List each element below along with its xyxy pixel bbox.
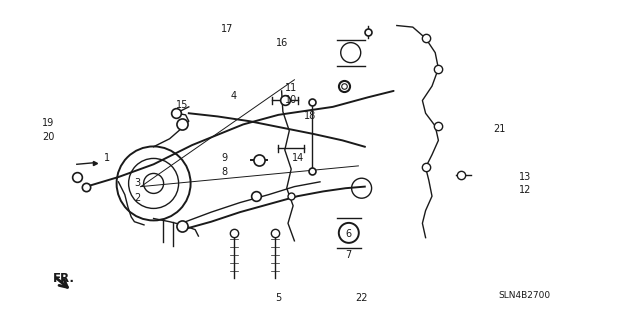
Text: 5: 5 — [275, 293, 282, 303]
Text: 21: 21 — [493, 124, 506, 134]
Text: 20: 20 — [42, 132, 54, 142]
Text: 3: 3 — [134, 178, 141, 189]
Text: 14: 14 — [291, 153, 304, 163]
Text: 19: 19 — [42, 118, 54, 128]
Text: 13: 13 — [518, 172, 531, 182]
Text: 1: 1 — [104, 153, 110, 163]
Text: 8: 8 — [221, 167, 227, 177]
Text: 12: 12 — [518, 185, 531, 195]
Text: 16: 16 — [275, 38, 288, 48]
Text: 2: 2 — [134, 193, 141, 203]
Text: SLN4B2700: SLN4B2700 — [499, 291, 551, 300]
Text: 4: 4 — [230, 91, 237, 101]
Text: FR.: FR. — [53, 271, 75, 285]
Text: 18: 18 — [304, 111, 317, 122]
Text: 15: 15 — [176, 100, 189, 110]
Text: 9: 9 — [221, 153, 227, 163]
Text: 11: 11 — [285, 83, 298, 93]
Text: 6: 6 — [346, 229, 352, 240]
Text: 17: 17 — [221, 24, 234, 34]
Text: 7: 7 — [346, 250, 352, 260]
Text: 22: 22 — [355, 293, 368, 303]
Text: 10: 10 — [285, 95, 298, 106]
